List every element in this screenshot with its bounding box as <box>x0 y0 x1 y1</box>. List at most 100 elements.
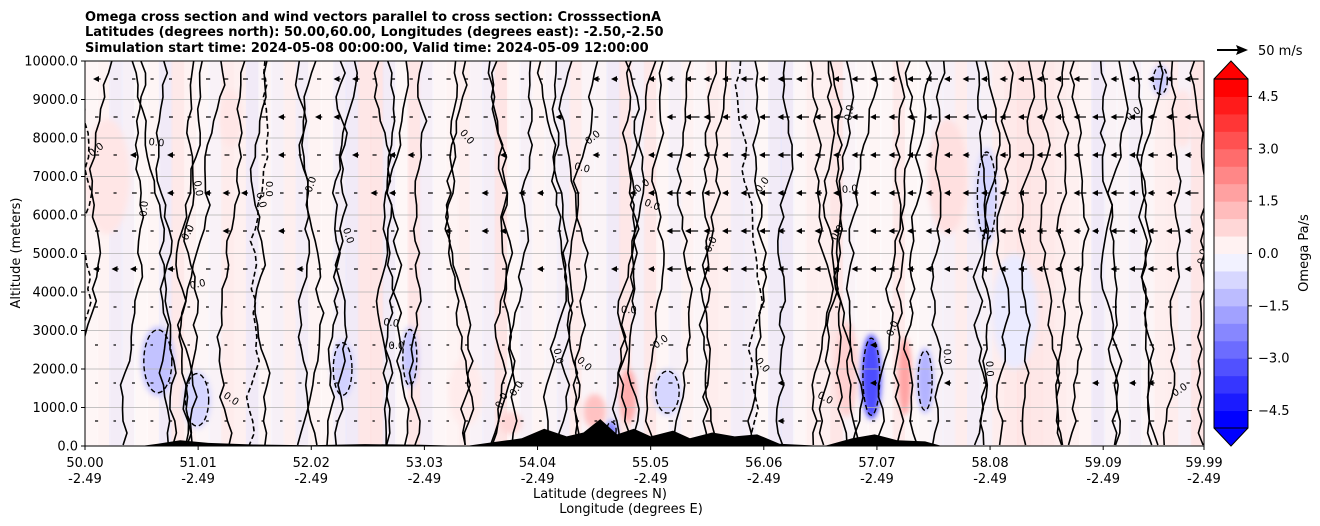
colorbar-bands <box>1214 79 1248 429</box>
quiver-key: 50 m/s <box>1217 44 1303 59</box>
wind-vector <box>333 76 341 82</box>
wind-vector <box>685 114 700 120</box>
colorbar-extend-high <box>1213 60 1249 80</box>
y-tick-label: 4000.0 <box>33 286 79 301</box>
x-tick-label-lat: 51.01 <box>180 456 217 471</box>
x-axis-label-longitude: Longitude (degrees E) <box>559 502 703 517</box>
wind-vector <box>685 190 696 196</box>
wind-vector <box>925 114 938 120</box>
wind-vector <box>870 190 880 196</box>
wind-vector <box>759 266 768 272</box>
colorbar-band <box>1214 113 1248 132</box>
wind-vector <box>740 190 754 196</box>
y-tick-label: 3000.0 <box>33 324 79 339</box>
x-tick-label-lon: -2.49 <box>1086 472 1120 487</box>
colorbar-band <box>1214 323 1248 342</box>
wind-vector <box>962 114 976 120</box>
wind-vector <box>481 190 489 196</box>
contour-line <box>175 61 203 446</box>
contour-line <box>294 61 325 446</box>
wind-vector <box>167 190 175 196</box>
x-tick-label-lon: -2.49 <box>973 472 1007 487</box>
contour-line <box>902 61 932 446</box>
wind-vector <box>888 190 900 196</box>
contour-label: 0.0 <box>983 361 995 377</box>
colorbar-band <box>1214 253 1248 272</box>
wind-vector <box>888 228 898 234</box>
wind-vector <box>777 418 785 424</box>
wind-vector <box>777 190 787 196</box>
x-tick-label-lon: -2.49 <box>634 472 668 487</box>
omega-anomaly <box>653 369 682 416</box>
negative-contour <box>332 342 353 396</box>
omega-anomaly <box>861 334 882 420</box>
wind-vector <box>981 228 996 234</box>
omega-anomaly <box>219 89 242 148</box>
wind-vector <box>722 266 734 272</box>
wind-vector <box>944 266 958 272</box>
wind-vector <box>666 114 676 120</box>
wind-vector <box>204 190 212 196</box>
wind-vector <box>759 152 770 158</box>
wind-vector <box>944 114 958 120</box>
wind-vector <box>1147 76 1163 82</box>
y-tick-label: 9000.0 <box>33 93 79 108</box>
wind-vector <box>814 114 826 120</box>
wind-vector <box>648 190 656 196</box>
contour-line <box>386 61 410 446</box>
contour-label: 0.0 <box>1196 248 1210 266</box>
colorbar-band <box>1214 358 1248 377</box>
wind-vector <box>833 190 842 196</box>
contour-line <box>155 61 173 446</box>
wind-vector <box>740 152 750 158</box>
wind-vector <box>925 190 934 196</box>
wind-vector <box>241 190 249 196</box>
wind-vector <box>722 114 731 120</box>
colorbar-band <box>1214 201 1248 220</box>
wind-vector <box>814 152 826 158</box>
wind-vector <box>907 114 918 120</box>
negative-contour <box>976 151 997 241</box>
wind-vector <box>944 190 952 196</box>
wind-vector <box>870 380 878 386</box>
wind-vector <box>1110 152 1122 158</box>
contour-label: 0.0 <box>191 180 204 197</box>
wind-vector <box>999 114 1011 120</box>
contour-label: 0.0 <box>148 137 165 149</box>
colorbar-tick-label: 0.0 <box>1258 247 1279 262</box>
quiver-key-arrowhead-icon <box>1236 45 1248 55</box>
wind-vector <box>981 114 996 120</box>
wind-vector <box>1018 152 1033 158</box>
wind-vector <box>685 152 696 158</box>
wind-vector <box>777 380 785 386</box>
wind-vector <box>1110 114 1124 120</box>
wind-vector <box>1092 152 1104 158</box>
wind-vector <box>518 190 526 196</box>
wind-vector <box>611 76 619 82</box>
title-line-1: Omega cross section and wind vectors par… <box>85 10 661 25</box>
wind-vector <box>537 190 545 196</box>
contour-label: 0.0 <box>388 341 404 352</box>
wind-vector <box>907 76 922 82</box>
contour-label: 0.0 <box>138 200 151 217</box>
colorbar-band <box>1214 288 1248 307</box>
contour-line <box>373 61 392 446</box>
wind-vector <box>1092 380 1100 386</box>
wind-vector <box>925 228 939 234</box>
wind-vector <box>1147 380 1155 386</box>
wind-vector <box>833 266 841 272</box>
contour-label: 0.0 <box>941 348 953 365</box>
x-tick-label-lat: 59.09 <box>1085 456 1122 471</box>
contour-line <box>490 61 518 446</box>
wind-vector <box>796 190 807 196</box>
wind-vector <box>1018 266 1028 272</box>
wind-vector <box>1129 228 1138 234</box>
wind-vector <box>833 228 847 234</box>
contour-label: 0.0 <box>340 227 355 246</box>
wind-vector <box>296 266 304 272</box>
wind-vector <box>1184 114 1198 120</box>
omega-anomaly <box>1151 64 1169 96</box>
contour-line <box>555 61 599 446</box>
wind-vector <box>1129 152 1143 158</box>
x-axis-label-latitude: Latitude (degrees N) <box>533 487 667 502</box>
